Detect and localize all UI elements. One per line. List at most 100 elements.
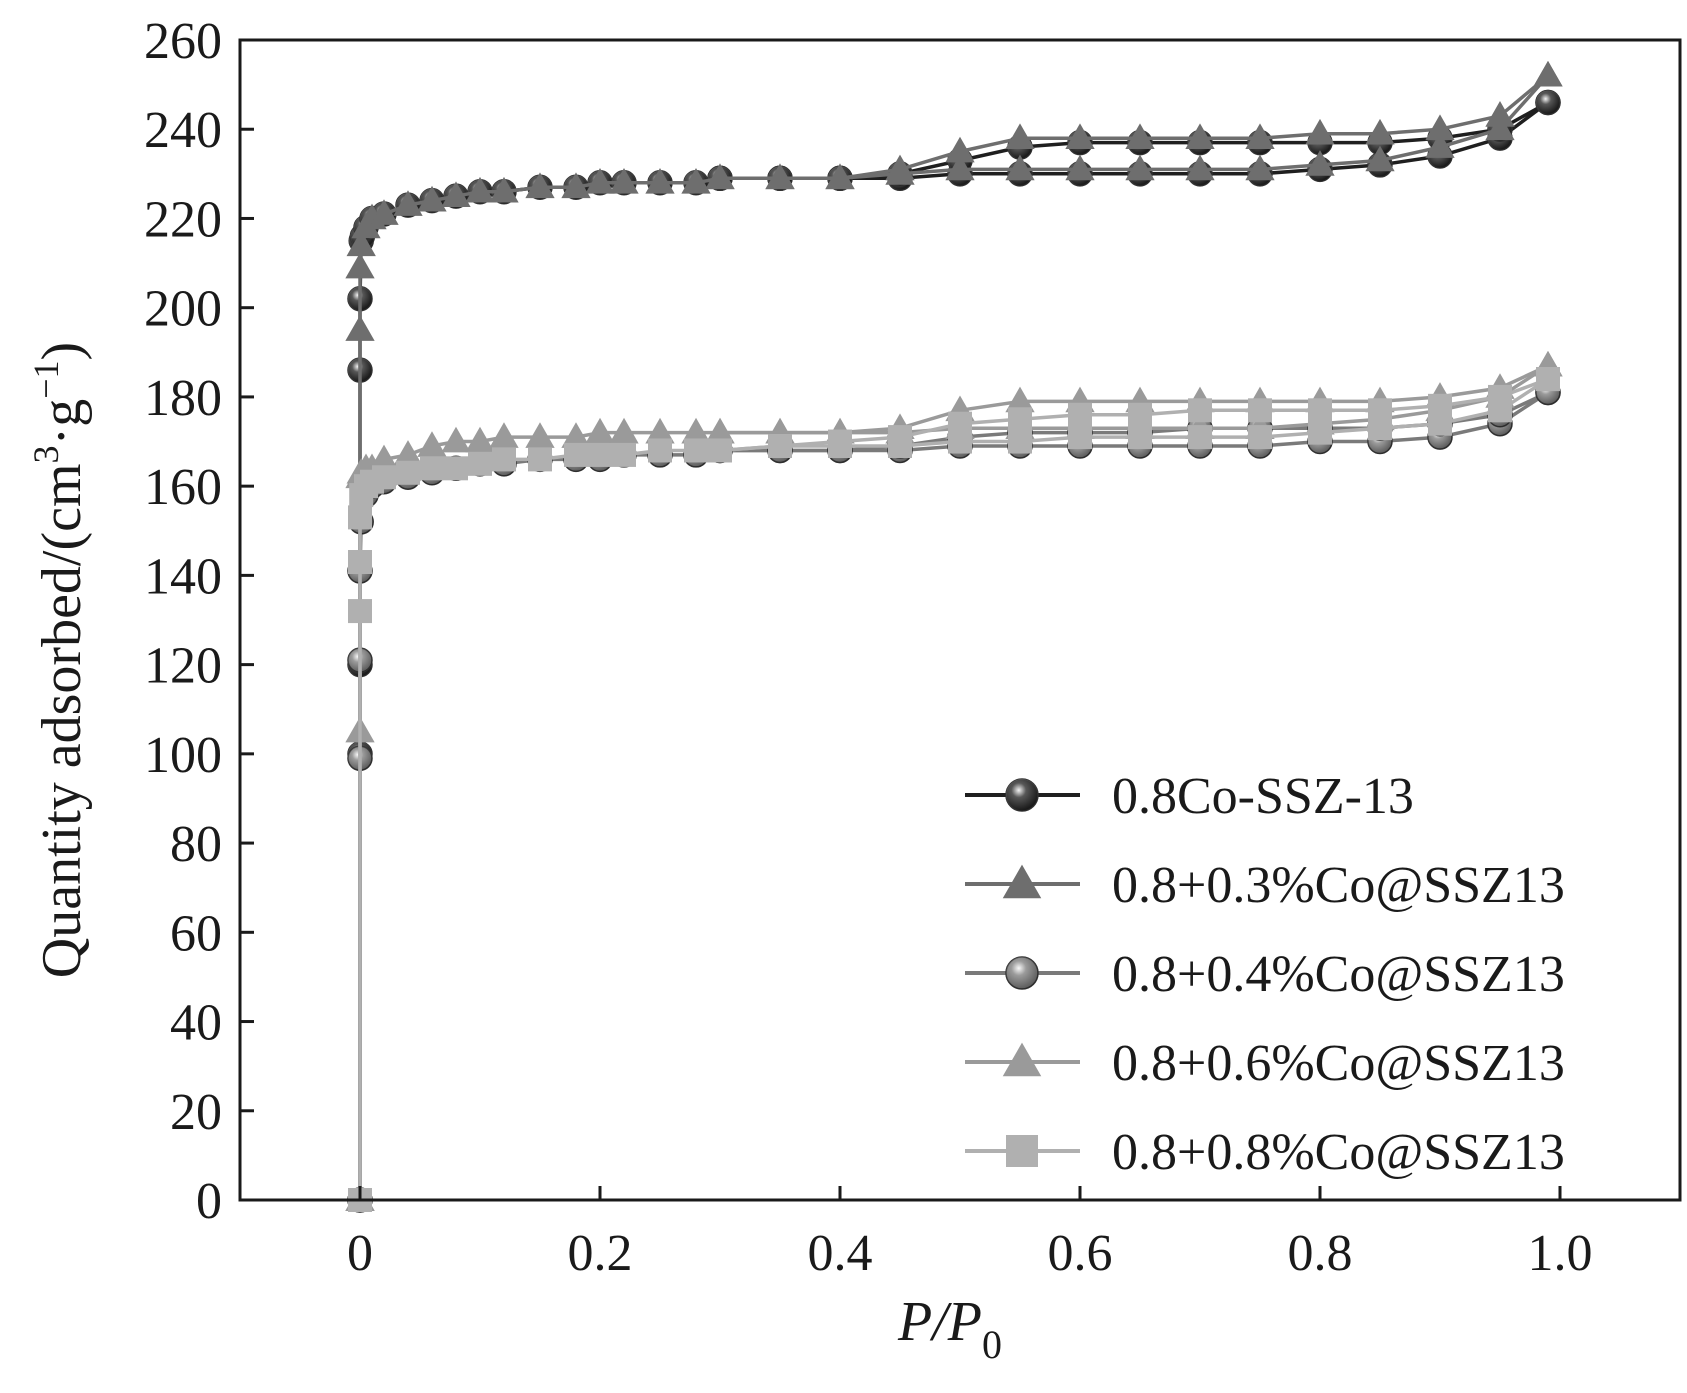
y-tick-label: 120 xyxy=(144,638,222,695)
data-point xyxy=(1188,398,1212,423)
y-axis-label: Quantity adsorbed/(cm3·g−1) xyxy=(26,342,93,978)
data-point xyxy=(417,185,447,212)
data-point xyxy=(441,426,471,453)
data-point xyxy=(945,136,975,163)
data-point xyxy=(1365,118,1395,145)
data-point xyxy=(348,505,372,530)
data-point-shade xyxy=(1006,779,1038,811)
data-point xyxy=(420,456,444,481)
data-point xyxy=(468,451,492,476)
legend-item-3: 0.8+0.4%Co@SSZ13 xyxy=(965,946,1565,1003)
y-tick-label: 240 xyxy=(144,102,222,159)
data-point xyxy=(1536,367,1560,392)
data-point xyxy=(345,315,375,341)
data-point xyxy=(1006,1135,1038,1167)
data-point xyxy=(489,176,519,203)
data-point xyxy=(609,167,639,194)
data-point xyxy=(1068,402,1092,427)
data-point xyxy=(1425,132,1455,158)
y-axis-label-pre: Quantity adsorbed/(cm xyxy=(31,463,93,978)
data-point xyxy=(441,181,471,208)
legend-label: 0.8+0.3%Co@SSZ13 xyxy=(1112,857,1565,914)
data-point xyxy=(1365,145,1395,172)
y-tick-label: 100 xyxy=(144,727,222,784)
series-5 xyxy=(348,367,1560,1212)
series-layer xyxy=(345,60,1563,1213)
y-tick-label: 60 xyxy=(170,905,222,962)
data-point xyxy=(888,425,912,450)
y-axis-label-mid: ·g xyxy=(31,399,93,446)
axis-ticks: 0 20 40 60 80 100 120 140 160 180 200 220 240 260 0 0.2… xyxy=(144,13,1593,1282)
y-tick-label: 140 xyxy=(144,548,222,605)
adsorption-line xyxy=(358,74,1550,1200)
legend-label: 0.8+0.6%Co@SSZ13 xyxy=(1112,1035,1565,1092)
data-point xyxy=(585,167,615,194)
plot-frame xyxy=(238,38,1682,1202)
data-point xyxy=(708,438,732,463)
data-point xyxy=(825,163,855,190)
data-point xyxy=(1065,154,1095,181)
data-point xyxy=(1248,425,1272,450)
data-point xyxy=(1305,150,1335,176)
data-point xyxy=(525,172,555,199)
data-point xyxy=(1008,407,1032,432)
data-point xyxy=(396,460,420,485)
data-point xyxy=(1368,398,1392,423)
y-axis-label-sup1: 3 xyxy=(26,445,66,463)
data-point xyxy=(948,411,972,436)
data-point xyxy=(1533,60,1563,87)
data-point xyxy=(1125,154,1155,181)
data-point xyxy=(768,434,792,458)
legend: 0.8Co-SSZ-13 0.8+0.3%Co@SSZ13 0.8+0.4%Co@S… xyxy=(965,768,1565,1181)
y-axis-label-post: ) xyxy=(31,342,93,361)
series-2 xyxy=(345,60,1563,1211)
data-point xyxy=(492,447,516,472)
data-point xyxy=(1248,398,1272,423)
y-tick-label: 40 xyxy=(170,995,222,1052)
data-point xyxy=(1008,429,1032,454)
x-tick-label: 0.8 xyxy=(1288,1225,1353,1282)
data-point xyxy=(346,230,376,257)
data-point xyxy=(1308,420,1332,445)
data-point-shade xyxy=(1006,957,1038,989)
data-point xyxy=(681,167,711,194)
data-point xyxy=(1488,384,1512,409)
data-point xyxy=(345,252,375,279)
x-tick-label: 0 xyxy=(347,1225,373,1282)
data-point xyxy=(393,190,423,216)
legend-label: 0.8Co-SSZ-13 xyxy=(1112,768,1414,825)
y-tick-label: 220 xyxy=(144,191,222,248)
y-tick-label: 160 xyxy=(144,459,222,516)
data-point xyxy=(612,442,636,467)
data-point xyxy=(561,172,591,199)
data-point xyxy=(1005,123,1035,150)
data-point xyxy=(1065,123,1095,150)
data-point xyxy=(1305,118,1335,145)
x-tick-label: 1.0 xyxy=(1528,1225,1593,1282)
data-point xyxy=(1188,425,1212,450)
data-point xyxy=(1428,393,1452,418)
data-point xyxy=(1425,114,1455,141)
y-tick-label: 260 xyxy=(144,13,222,70)
data-point xyxy=(1005,154,1035,181)
data-point xyxy=(705,163,735,190)
data-point xyxy=(369,199,399,225)
data-point xyxy=(765,163,795,190)
legend-item-4: 0.8+0.6%Co@SSZ13 xyxy=(965,1035,1565,1092)
data-point xyxy=(588,442,612,467)
data-point xyxy=(1125,123,1155,150)
data-point xyxy=(1485,114,1515,141)
data-point xyxy=(564,442,588,467)
data-point xyxy=(1002,1042,1042,1077)
legend-label: 0.8+0.4%Co@SSZ13 xyxy=(1112,946,1565,1003)
data-point xyxy=(1002,864,1042,899)
legend-item-1: 0.8Co-SSZ-13 xyxy=(965,768,1414,825)
data-point xyxy=(648,438,672,463)
x-axis-label-sub: 0 xyxy=(982,1322,1002,1367)
y-axis-label-sup2: −1 xyxy=(26,360,66,398)
data-point xyxy=(1245,154,1275,181)
legend-item-2: 0.8+0.3%Co@SSZ13 xyxy=(965,857,1565,914)
data-point-shade xyxy=(1536,90,1560,115)
x-tick-label: 0.2 xyxy=(568,1225,633,1282)
data-point xyxy=(465,176,495,203)
